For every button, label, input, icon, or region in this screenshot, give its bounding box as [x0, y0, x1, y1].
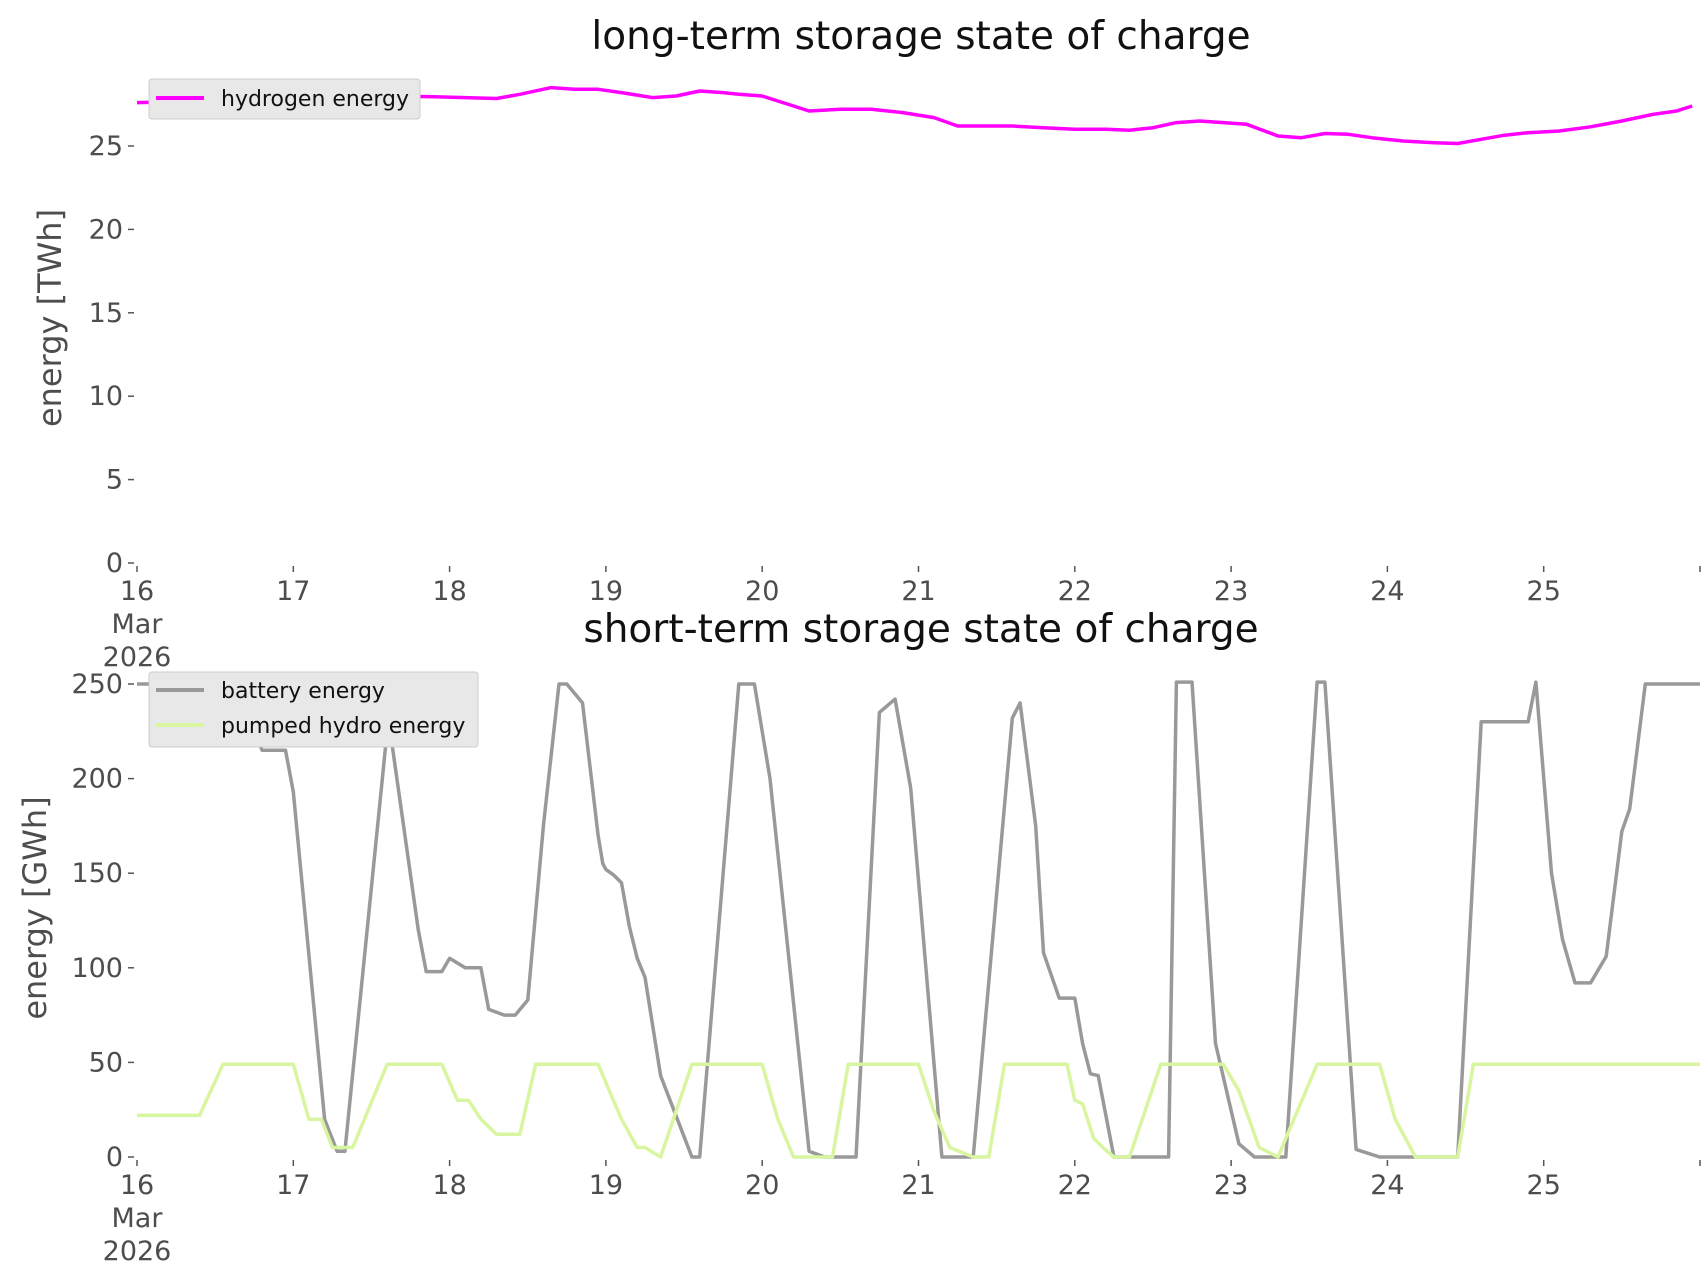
- y-tick-label: 150: [71, 858, 123, 889]
- x-tick-label: 2026: [103, 642, 172, 673]
- legend-box: [148, 78, 421, 120]
- long-term-y-ticks: 0 5 10 15 20 25: [89, 131, 134, 579]
- x-tick-label: Mar: [112, 1203, 164, 1234]
- x-tick-label: 19: [589, 1170, 623, 1201]
- legend-label-battery: battery energy: [221, 679, 385, 704]
- series-line-hydrogen-energy: [136, 85, 1693, 146]
- y-tick-label: 20: [89, 214, 123, 245]
- legend-label-pumped-hydro: pumped hydro energy: [221, 714, 465, 739]
- x-tick-label: 18: [432, 1170, 466, 1201]
- short-term-y-axis-label: energy [GWh]: [16, 796, 54, 1019]
- series-line-battery-energy: [137, 680, 1700, 1159]
- x-tick-label: 23: [1214, 1170, 1248, 1201]
- x-tick-label: 24: [1370, 576, 1404, 607]
- y-tick-label: 5: [106, 465, 123, 496]
- y-tick-label: 50: [89, 1047, 123, 1078]
- long-term-chart-title: long-term storage state of charge: [591, 14, 1250, 59]
- short-term-chart-title: short-term storage state of charge: [583, 607, 1258, 652]
- x-tick-label: 21: [901, 1170, 935, 1201]
- short-term-series: [137, 680, 1700, 1159]
- short-term-legend: battery energy pumped hydro energy: [148, 671, 479, 748]
- x-tick-label: 22: [1058, 1170, 1092, 1201]
- y-tick-label: 0: [106, 1142, 123, 1173]
- long-term-legend: hydrogen energy: [148, 78, 421, 120]
- x-tick-label: 16: [120, 1170, 154, 1201]
- x-tick-label: 17: [276, 576, 310, 607]
- x-tick-label: 21: [901, 576, 935, 607]
- x-tick-label: 17: [276, 1170, 310, 1201]
- y-tick-label: 25: [89, 131, 123, 162]
- x-tick-label: 20: [745, 576, 779, 607]
- x-tick-label: 25: [1527, 1170, 1561, 1201]
- x-tick-label: 19: [589, 576, 623, 607]
- legend-box: [148, 671, 479, 748]
- y-tick-label: 200: [71, 764, 123, 795]
- long-term-y-axis-label: energy [TWh]: [31, 209, 69, 427]
- x-tick-label: 25: [1527, 576, 1561, 607]
- x-tick-label: 18: [432, 576, 466, 607]
- y-tick-label: 0: [106, 548, 123, 579]
- short-term-chart: short-term storage state of charge energ…: [16, 607, 1701, 1267]
- series-line-pumped-hydro-energy: [137, 1062, 1700, 1159]
- short-term-y-ticks: 0 50 100 150 200 250: [71, 669, 134, 1173]
- x-tick-label: 22: [1058, 576, 1092, 607]
- long-term-chart: long-term storage state of charge energy…: [31, 14, 1701, 673]
- y-tick-label: 100: [71, 953, 123, 984]
- legend-label-hydrogen: hydrogen energy: [221, 87, 409, 112]
- y-tick-label: 15: [89, 298, 123, 329]
- x-tick-label: 23: [1214, 576, 1248, 607]
- x-tick-label: 24: [1370, 1170, 1404, 1201]
- x-tick-label: 2026: [103, 1236, 172, 1267]
- long-term-series: [136, 85, 1693, 146]
- x-tick-label: 16: [120, 576, 154, 607]
- y-tick-label: 10: [89, 381, 123, 412]
- x-tick-label: 20: [745, 1170, 779, 1201]
- x-tick-label: Mar: [112, 609, 164, 640]
- y-tick-label: 250: [71, 669, 123, 700]
